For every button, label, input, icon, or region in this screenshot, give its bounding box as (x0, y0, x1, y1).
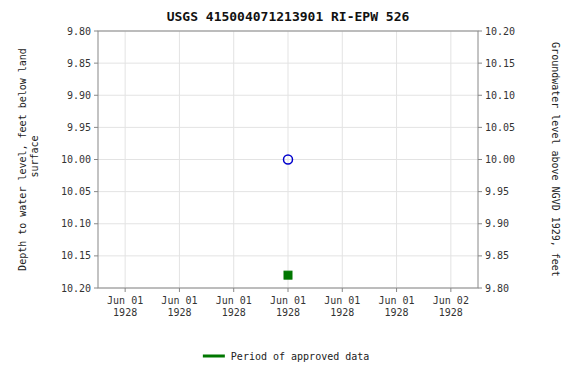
y-tick (94, 63, 98, 64)
y-tick-label: 9.90 (67, 90, 91, 101)
y-tick (94, 255, 98, 256)
text-line: Jun 01 (270, 295, 306, 306)
text-line: Jun 02 (433, 295, 469, 306)
y-grid-line (98, 127, 478, 128)
y2-tick-label: 10.20 (485, 26, 515, 37)
title: USGS 415004071213901 RI-EPW 526 (167, 9, 410, 24)
y2-tick (478, 31, 482, 32)
x-tick-label: Jun 011928 (161, 295, 197, 318)
y-grid-line (98, 223, 478, 224)
y-tick-label: 10.15 (61, 250, 91, 261)
x-axis: Jun 011928Jun 011928Jun 011928Jun 011928… (107, 288, 469, 318)
legend: Period of approved data (203, 351, 369, 362)
chart: Jun 011928Jun 011928Jun 011928Jun 011928… (0, 0, 576, 384)
y2-tick-label: 9.85 (485, 250, 509, 261)
y-grid-line (98, 95, 478, 96)
legend-label: Period of approved data (231, 351, 369, 362)
y2-axis: 9.80 9.85 9.90 9.95 10.00 10.05 10.10 10.15 10.2… (478, 26, 515, 294)
y-tick (94, 191, 98, 192)
text-line: 1928 (222, 307, 246, 318)
legend-swatch (203, 355, 225, 358)
y-axis-label: Depth to water level, feet below land su… (17, 48, 40, 271)
x-tick (450, 288, 451, 292)
y2-tick-label: 9.90 (485, 218, 509, 229)
y-tick-label: 9.80 (67, 26, 91, 37)
y2-tick (478, 159, 482, 160)
y-tick-label: 9.95 (67, 122, 91, 133)
text-line: 1928 (385, 307, 409, 318)
y2-tick-label: 9.95 (485, 186, 509, 197)
text-line: Depth to water level, feet below land (17, 48, 28, 271)
y-tick-label: 10.10 (61, 218, 91, 229)
y2-tick (478, 191, 482, 192)
y2-tick (478, 95, 482, 96)
text-line: 1928 (330, 307, 354, 318)
grid (98, 31, 478, 288)
text-line: Groundwater level above NGVD 1929, feet (550, 42, 561, 277)
y2-tick (478, 127, 482, 128)
marks (284, 155, 293, 279)
text-line: Jun 01 (216, 295, 252, 306)
y-tick-label: 9.85 (67, 58, 91, 69)
y-grid-line (98, 63, 478, 64)
y-tick-label: 10.05 (61, 186, 91, 197)
y-tick (94, 159, 98, 160)
y-tick-label: 10.00 (61, 154, 91, 165)
y2-tick (478, 223, 482, 224)
x-tick-label: Jun 011928 (270, 295, 306, 318)
text-line: Jun 01 (324, 295, 360, 306)
x-tick-label: Jun 011928 (379, 295, 415, 318)
background (0, 0, 576, 384)
y-tick (94, 223, 98, 224)
text-line: 1928 (439, 307, 463, 318)
plot-frame (98, 31, 478, 288)
y-tick (94, 31, 98, 32)
y-tick (94, 288, 98, 289)
y2-tick (478, 288, 482, 289)
x-tick-label: Jun 011928 (216, 295, 252, 318)
x-tick (179, 288, 180, 292)
x-tick (125, 288, 126, 292)
y-grid-line (98, 255, 478, 256)
y2-tick-label: 10.00 (485, 154, 515, 165)
y2-tick-label: 10.05 (485, 122, 515, 133)
text-line: surface (29, 135, 40, 183)
x-tick (396, 288, 397, 292)
text-line: Jun 01 (379, 295, 415, 306)
text-line: 1928 (113, 307, 137, 318)
text-line: Jun 01 (161, 295, 197, 306)
y-grid-line (98, 191, 478, 192)
text-line: 1928 (276, 307, 300, 318)
y2-tick (478, 255, 482, 256)
x-tick-label: Jun 011928 (107, 295, 143, 318)
x-tick (233, 288, 234, 292)
square-point (284, 271, 292, 279)
y2-tick-label: 10.10 (485, 90, 515, 101)
y2-axis-label: Groundwater level above NGVD 1929, feet (550, 42, 561, 277)
y-grid-line (98, 159, 478, 160)
y2-tick (478, 63, 482, 64)
y-axis: 9.80 9.85 9.90 9.95 10.00 10.05 10.10 10.15 10.2… (61, 26, 98, 294)
text-line: Jun 01 (107, 295, 143, 306)
y-tick-label: 10.20 (61, 283, 91, 294)
x-tick-label: Jun 021928 (433, 295, 469, 318)
text-line: 1928 (167, 307, 191, 318)
x-tick (288, 288, 289, 292)
y2-tick-label: 9.80 (485, 283, 509, 294)
y-tick (94, 95, 98, 96)
x-tick (342, 288, 343, 292)
y-tick (94, 127, 98, 128)
y2-tick-label: 10.15 (485, 58, 515, 69)
x-tick-label: Jun 011928 (324, 295, 360, 318)
open-circle-point (284, 155, 293, 164)
